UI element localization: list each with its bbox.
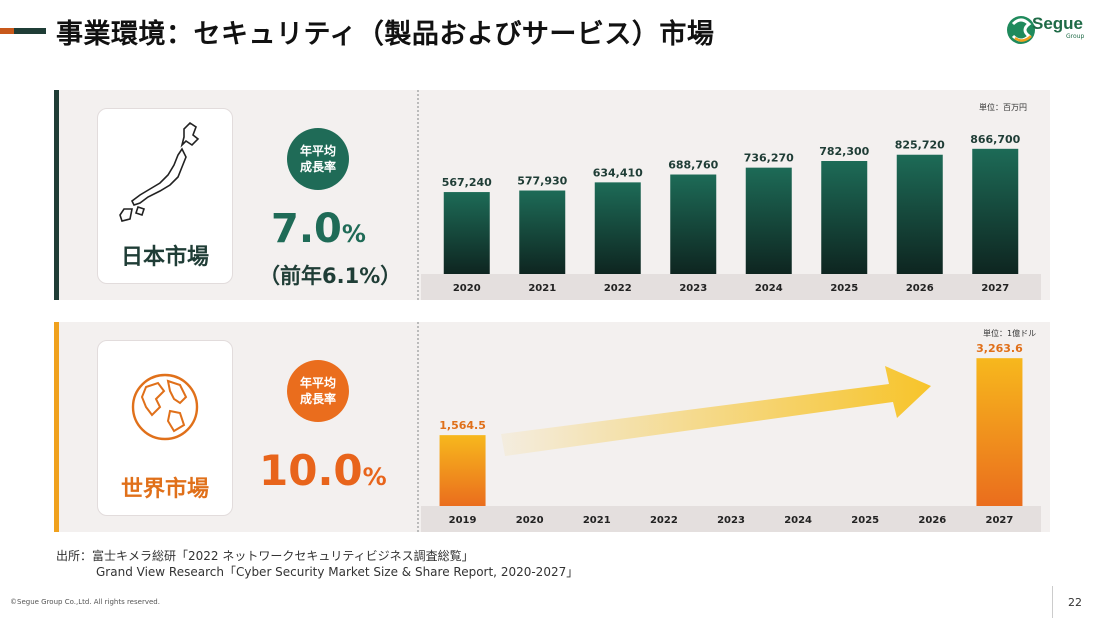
japan-market-panel: 日本市場 年平均 成長率 7.0% （前年6.1%） 単位：百万円 567,24… bbox=[54, 90, 1050, 300]
x-tick-label: 2021 bbox=[583, 515, 611, 526]
world-cagr-unit: % bbox=[362, 463, 387, 491]
source-line1: 出所：富士キメラ総研「2022 ネットワークセキュリティビジネス調査総覧」 bbox=[56, 549, 474, 563]
data-label: 825,720 bbox=[895, 139, 945, 152]
japan-cagr-value: 7.0% bbox=[271, 206, 366, 252]
x-tick-label: 2020 bbox=[453, 283, 481, 294]
logo-text: Segue bbox=[1032, 14, 1084, 33]
x-tick-label: 2019 bbox=[449, 515, 477, 526]
x-tick-label: 2026 bbox=[918, 515, 946, 526]
data-label: 782,300 bbox=[819, 145, 869, 158]
japan-unit-label: 単位：百万円 bbox=[979, 103, 1027, 112]
bar bbox=[972, 148, 1019, 274]
bar bbox=[821, 161, 868, 274]
world-market-panel: 世界市場 年平均 成長率 10.0% 単位：1億ドル 1,564.5 2019 20… bbox=[54, 322, 1050, 532]
page-title: 事業環境：セキュリティ（製品およびサービス）市場 bbox=[56, 19, 715, 50]
x-tick-label: 2027 bbox=[981, 283, 1009, 294]
x-axis-band bbox=[421, 506, 1041, 532]
badge-line2: 成長率 bbox=[299, 392, 336, 406]
logo-subtext: Group bbox=[1066, 33, 1085, 40]
data-label: 577,930 bbox=[517, 175, 567, 188]
japan-map-card: 日本市場 bbox=[97, 108, 233, 284]
growth-arrow bbox=[501, 366, 931, 456]
data-label: 634,410 bbox=[593, 166, 643, 179]
japan-market-label: 日本市場 bbox=[120, 245, 209, 270]
world-cagr-badge: 年平均 成長率 bbox=[287, 360, 349, 422]
badge-line1: 年平均 bbox=[299, 376, 336, 390]
copyright-text: ©Segue Group Co.,Ltd. All rights reserve… bbox=[10, 598, 160, 606]
bar bbox=[594, 182, 641, 274]
japan-cagr-badge: 年平均 成長率 bbox=[287, 128, 349, 190]
bar bbox=[439, 435, 486, 506]
world-cagr-value: 10.0% bbox=[259, 446, 387, 495]
x-tick-label: 2026 bbox=[906, 283, 934, 294]
x-tick-label: 2024 bbox=[784, 515, 812, 526]
bar bbox=[976, 358, 1023, 506]
world-unit-label: 単位：1億ドル bbox=[983, 329, 1037, 338]
world-market-chart: 1,564.5 2019 2020 2021 2022 2023 2024 2025 2026 3… bbox=[421, 342, 1041, 532]
japan-cagr-number: 7.0 bbox=[271, 206, 342, 252]
panel-divider bbox=[417, 322, 419, 532]
x-tick-label: 2023 bbox=[717, 515, 745, 526]
title-accent-bar bbox=[14, 28, 46, 34]
x-tick-label: 2021 bbox=[528, 283, 556, 294]
bar bbox=[443, 192, 490, 274]
japan-market-chart: 567,240 2020 577,930 2021 634,410 2022 688,760… bbox=[421, 133, 1041, 300]
japan-map-icon bbox=[119, 121, 200, 222]
x-tick-label: 2022 bbox=[650, 515, 678, 526]
x-axis-band bbox=[421, 274, 1041, 300]
bar bbox=[670, 174, 717, 274]
japan-prev-rate: （前年6.1%） bbox=[259, 264, 402, 288]
title-accent-bar-orange bbox=[0, 28, 14, 34]
bar bbox=[519, 190, 566, 274]
segue-logo-icon bbox=[1007, 16, 1035, 44]
data-label: 866,700 bbox=[970, 133, 1020, 146]
bar bbox=[745, 167, 792, 274]
globe-icon bbox=[131, 373, 199, 441]
data-label: 3,263.6 bbox=[976, 342, 1023, 355]
footer-divider bbox=[1052, 586, 1053, 618]
badge-line1: 年平均 bbox=[299, 144, 336, 158]
source-line2: Grand View Research「Cyber Security Marke… bbox=[96, 565, 579, 579]
world-market-label: 世界市場 bbox=[120, 477, 209, 502]
badge-line2: 成長率 bbox=[299, 160, 336, 174]
x-tick-label: 2022 bbox=[604, 283, 632, 294]
world-map-card: 世界市場 bbox=[97, 340, 233, 516]
x-tick-label: 2027 bbox=[986, 515, 1014, 526]
data-label: 567,240 bbox=[442, 176, 492, 189]
japan-cagr-unit: % bbox=[341, 220, 366, 248]
x-tick-label: 2025 bbox=[830, 283, 858, 294]
x-tick-label: 2025 bbox=[851, 515, 879, 526]
data-label: 736,270 bbox=[744, 152, 794, 165]
world-cagr-number: 10.0 bbox=[259, 446, 363, 495]
x-tick-label: 2023 bbox=[679, 283, 707, 294]
x-tick-label: 2020 bbox=[516, 515, 544, 526]
bar bbox=[896, 154, 943, 274]
data-label: 1,564.5 bbox=[439, 419, 486, 432]
data-label: 688,760 bbox=[668, 159, 718, 172]
page-number: 22 bbox=[1068, 596, 1082, 609]
source-note: 出所：富士キメラ総研「2022 ネットワークセキュリティビジネス調査総覧」 Gr… bbox=[56, 548, 578, 580]
x-tick-label: 2024 bbox=[755, 283, 783, 294]
panel-divider bbox=[417, 90, 419, 300]
